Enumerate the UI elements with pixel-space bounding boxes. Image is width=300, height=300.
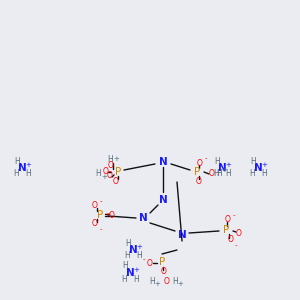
Text: P: P bbox=[223, 225, 229, 235]
Text: N: N bbox=[18, 163, 26, 173]
Text: H: H bbox=[121, 274, 127, 284]
Text: +: + bbox=[25, 162, 31, 168]
Text: O: O bbox=[92, 220, 98, 229]
Text: +: + bbox=[101, 174, 107, 180]
Text: O: O bbox=[147, 260, 153, 268]
Text: N: N bbox=[159, 195, 167, 205]
Text: O: O bbox=[113, 176, 119, 185]
Text: O: O bbox=[92, 202, 98, 211]
Text: O: O bbox=[196, 176, 202, 185]
Text: H: H bbox=[95, 169, 101, 178]
Text: -: - bbox=[143, 256, 145, 262]
Text: P: P bbox=[194, 167, 200, 177]
Text: +: + bbox=[221, 167, 227, 173]
Text: +: + bbox=[177, 281, 183, 287]
Text: N: N bbox=[139, 213, 147, 223]
Text: H: H bbox=[213, 169, 219, 178]
Text: +: + bbox=[133, 267, 139, 273]
Text: O: O bbox=[109, 211, 115, 220]
Text: O: O bbox=[209, 169, 215, 178]
Text: =: = bbox=[105, 212, 111, 217]
Text: -: - bbox=[100, 198, 102, 204]
Text: O: O bbox=[107, 172, 113, 181]
Text: H: H bbox=[107, 154, 113, 164]
Text: H: H bbox=[122, 262, 128, 271]
Text: +: + bbox=[113, 156, 119, 162]
Text: H: H bbox=[14, 157, 20, 166]
Text: N: N bbox=[254, 163, 262, 173]
Text: O: O bbox=[161, 268, 167, 277]
Text: N: N bbox=[178, 230, 186, 240]
Text: N: N bbox=[126, 268, 134, 278]
Text: H: H bbox=[149, 277, 155, 286]
Text: H: H bbox=[136, 251, 142, 260]
Text: O: O bbox=[164, 277, 170, 286]
Text: N: N bbox=[129, 245, 137, 255]
Text: O: O bbox=[236, 229, 242, 238]
Text: H: H bbox=[13, 169, 19, 178]
Text: -: - bbox=[100, 226, 102, 232]
Text: H: H bbox=[25, 169, 31, 178]
Text: -: - bbox=[235, 242, 237, 248]
Text: P: P bbox=[97, 210, 103, 220]
Text: P: P bbox=[159, 257, 165, 267]
Text: +: + bbox=[136, 244, 142, 250]
Text: O: O bbox=[225, 215, 231, 224]
Text: O: O bbox=[228, 236, 234, 244]
Text: H: H bbox=[214, 157, 220, 166]
Text: H: H bbox=[125, 238, 131, 247]
Text: H: H bbox=[249, 169, 255, 178]
Text: H: H bbox=[216, 169, 222, 178]
Text: +: + bbox=[154, 281, 160, 287]
Text: N: N bbox=[159, 157, 167, 167]
Text: +: + bbox=[225, 162, 231, 168]
Text: O: O bbox=[108, 161, 114, 170]
Text: N: N bbox=[218, 163, 226, 173]
Text: H: H bbox=[172, 277, 178, 286]
Text: -: - bbox=[233, 212, 235, 218]
Text: H: H bbox=[261, 169, 267, 178]
Text: H: H bbox=[250, 157, 256, 166]
Text: -: - bbox=[205, 155, 207, 161]
Text: O: O bbox=[103, 167, 109, 176]
Text: +: + bbox=[261, 162, 267, 168]
Text: H: H bbox=[124, 251, 130, 260]
Text: O: O bbox=[197, 158, 203, 167]
Text: H: H bbox=[225, 169, 231, 178]
Text: H: H bbox=[133, 274, 139, 284]
Text: P: P bbox=[115, 167, 121, 177]
